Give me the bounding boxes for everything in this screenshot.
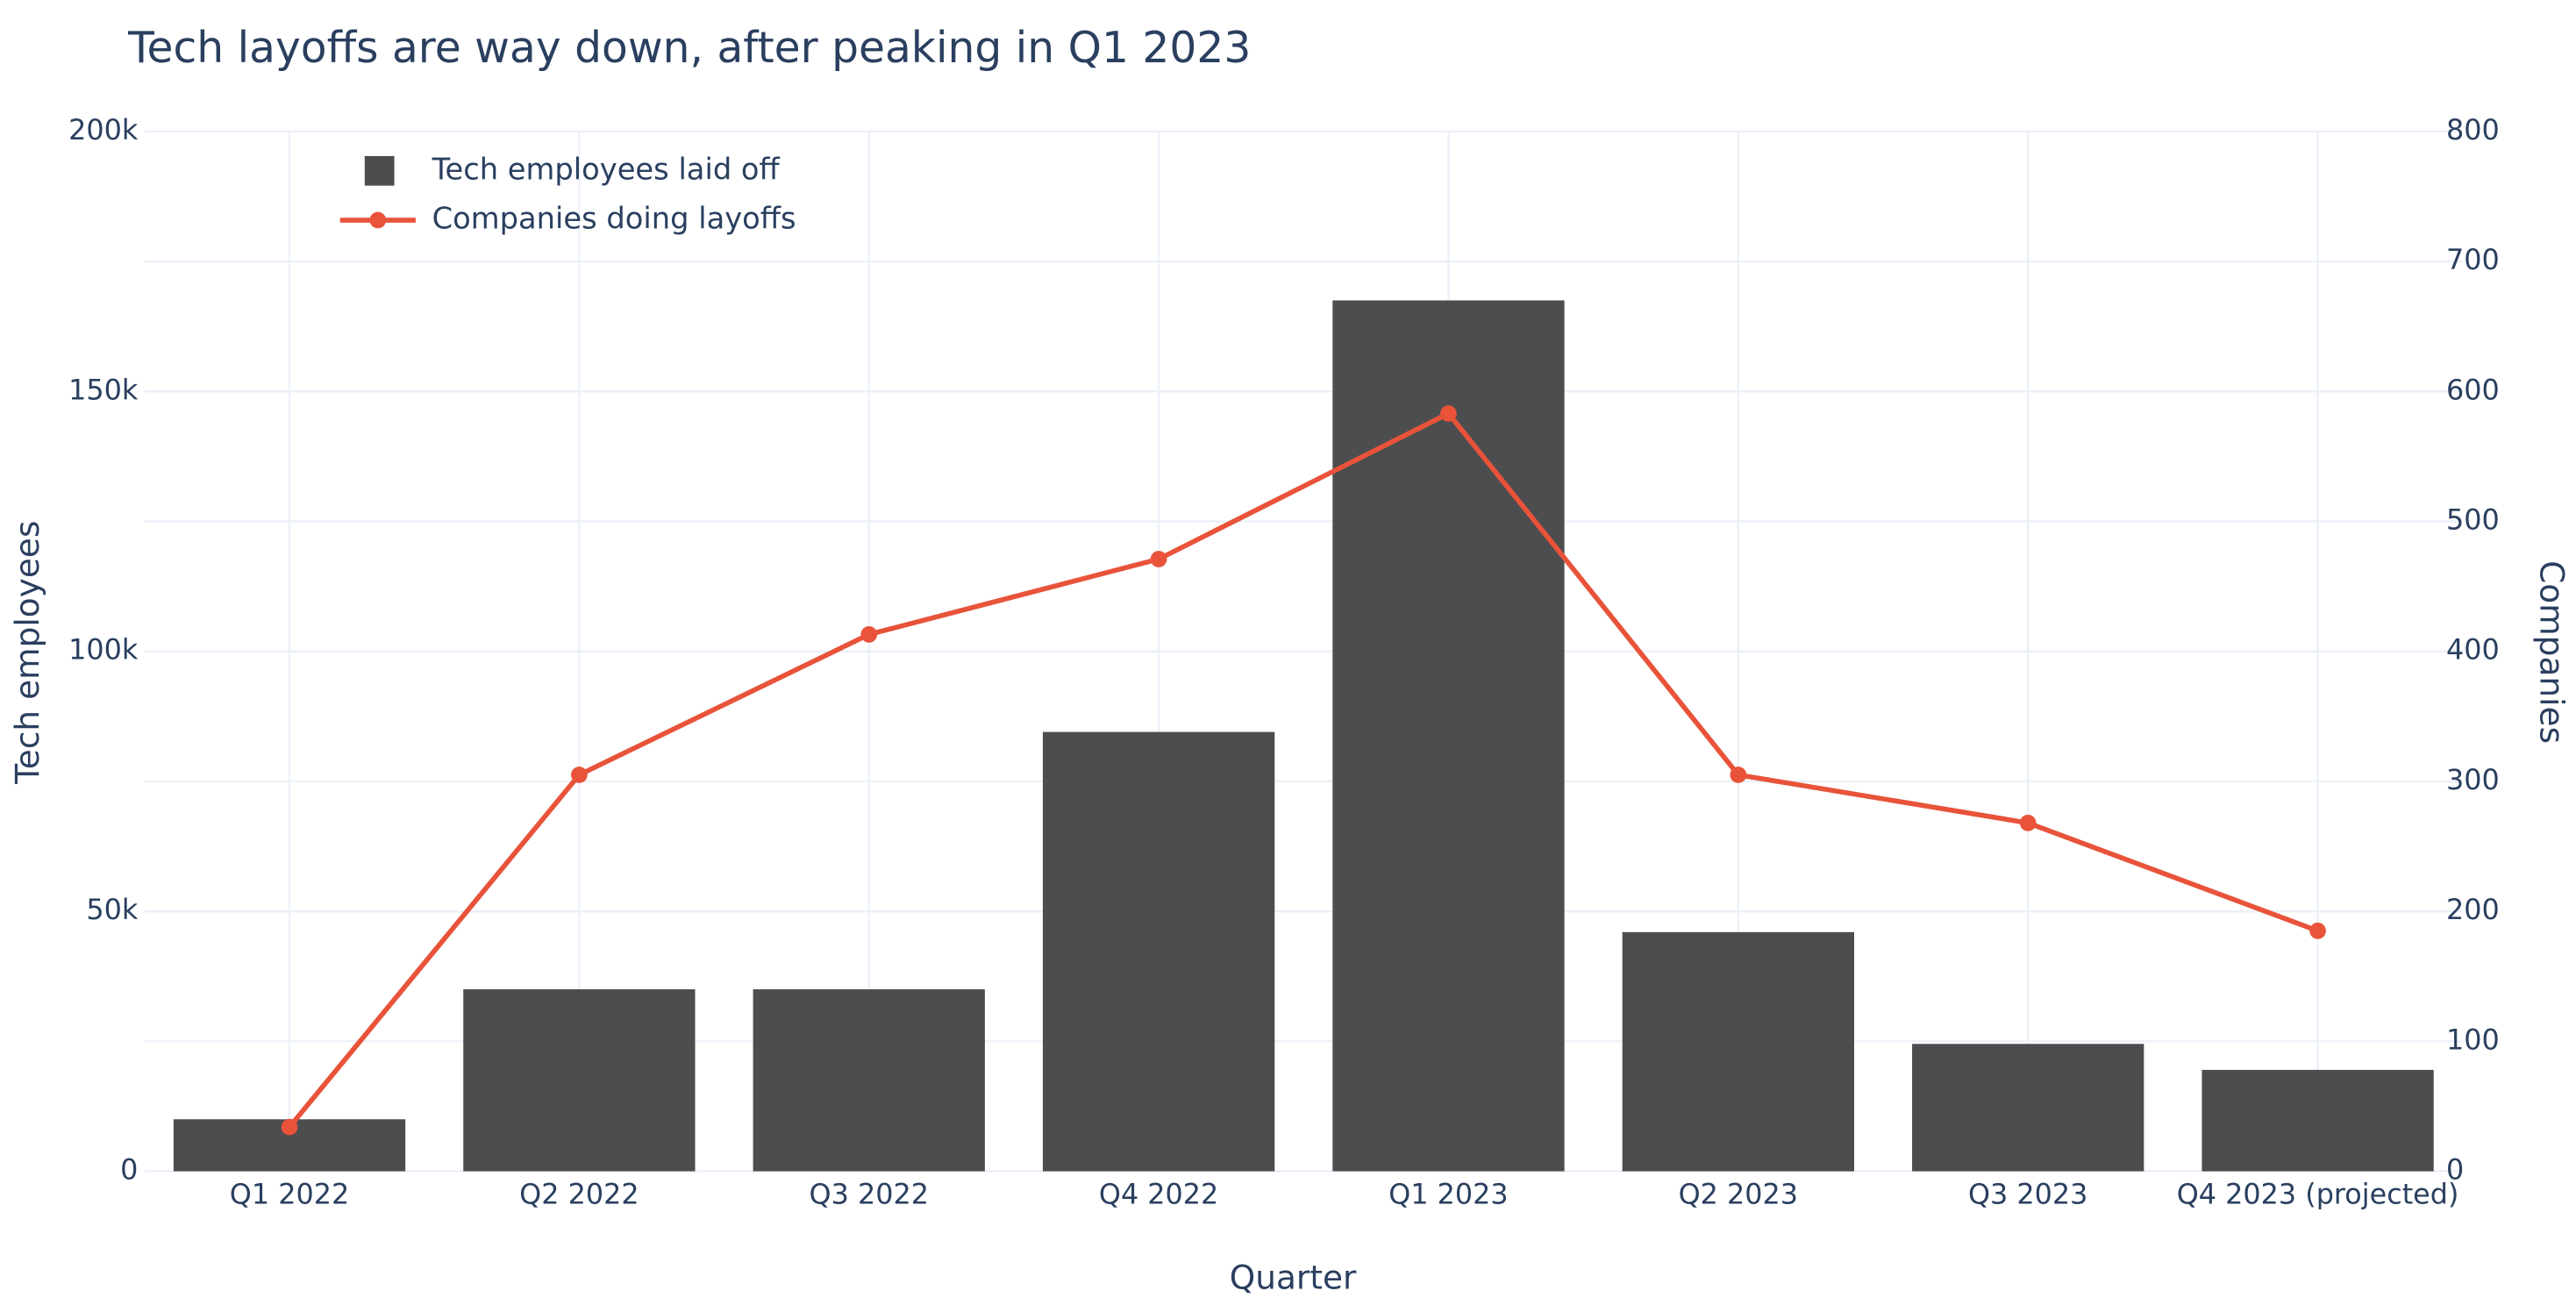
y-axis-title: Tech employees (8, 521, 46, 785)
y2-tick-label: 600 (2446, 373, 2500, 406)
y-tick-label: 200k (68, 113, 139, 146)
y2-tick-label: 100 (2446, 1023, 2500, 1056)
bar (1332, 300, 1565, 1172)
x-tick-label: Q2 2022 (519, 1178, 639, 1211)
line-marker (571, 767, 588, 783)
y2-tick-label: 0 (2446, 1153, 2464, 1187)
x-tick-label: Q3 2023 (1968, 1178, 2087, 1211)
line-marker (2309, 922, 2326, 939)
y-tick-label: 100k (68, 633, 139, 667)
bar (753, 989, 985, 1172)
x-tick-label: Q3 2022 (810, 1178, 929, 1211)
y2-tick-label: 800 (2446, 113, 2500, 146)
line-marker (281, 1118, 298, 1136)
legend-marker (369, 211, 387, 229)
bar (1912, 1044, 2144, 1172)
bar (1042, 731, 1275, 1172)
line-marker (1730, 767, 1747, 783)
y2-axis-title: Companies (2533, 560, 2572, 744)
x-tick-label: Q2 2023 (1679, 1178, 1798, 1211)
legend-swatch (364, 155, 395, 186)
line-marker (1440, 405, 1457, 422)
x-tick-label: Q4 2022 (1099, 1178, 1218, 1211)
legend-label: Tech employees laid off (432, 152, 781, 186)
bar (463, 989, 696, 1172)
chart-title: Tech layoffs are way down, after peaking… (127, 24, 1251, 73)
y2-tick-label: 700 (2446, 243, 2500, 276)
y-tick-label: 50k (86, 893, 139, 926)
line-marker (2019, 814, 2037, 831)
y-tick-label: 150k (68, 373, 139, 406)
x-tick-label: Q1 2022 (230, 1178, 349, 1211)
bar (2201, 1069, 2434, 1172)
line-marker (860, 626, 878, 643)
y2-tick-label: 400 (2446, 633, 2500, 667)
x-tick-label: Q1 2023 (1388, 1178, 1508, 1211)
x-tick-label: Q4 2023 (projected) (2177, 1178, 2459, 1211)
bar (1622, 931, 1854, 1172)
legend-label: Companies doing layoffs (432, 202, 796, 236)
y-tick-label: 0 (120, 1153, 138, 1187)
y2-tick-label: 300 (2446, 763, 2500, 796)
x-axis-title: Quarter (1230, 1259, 1357, 1297)
y2-tick-label: 500 (2446, 503, 2500, 536)
line-marker (1150, 551, 1167, 567)
y2-tick-label: 200 (2446, 893, 2500, 926)
line (287, 410, 2319, 1129)
